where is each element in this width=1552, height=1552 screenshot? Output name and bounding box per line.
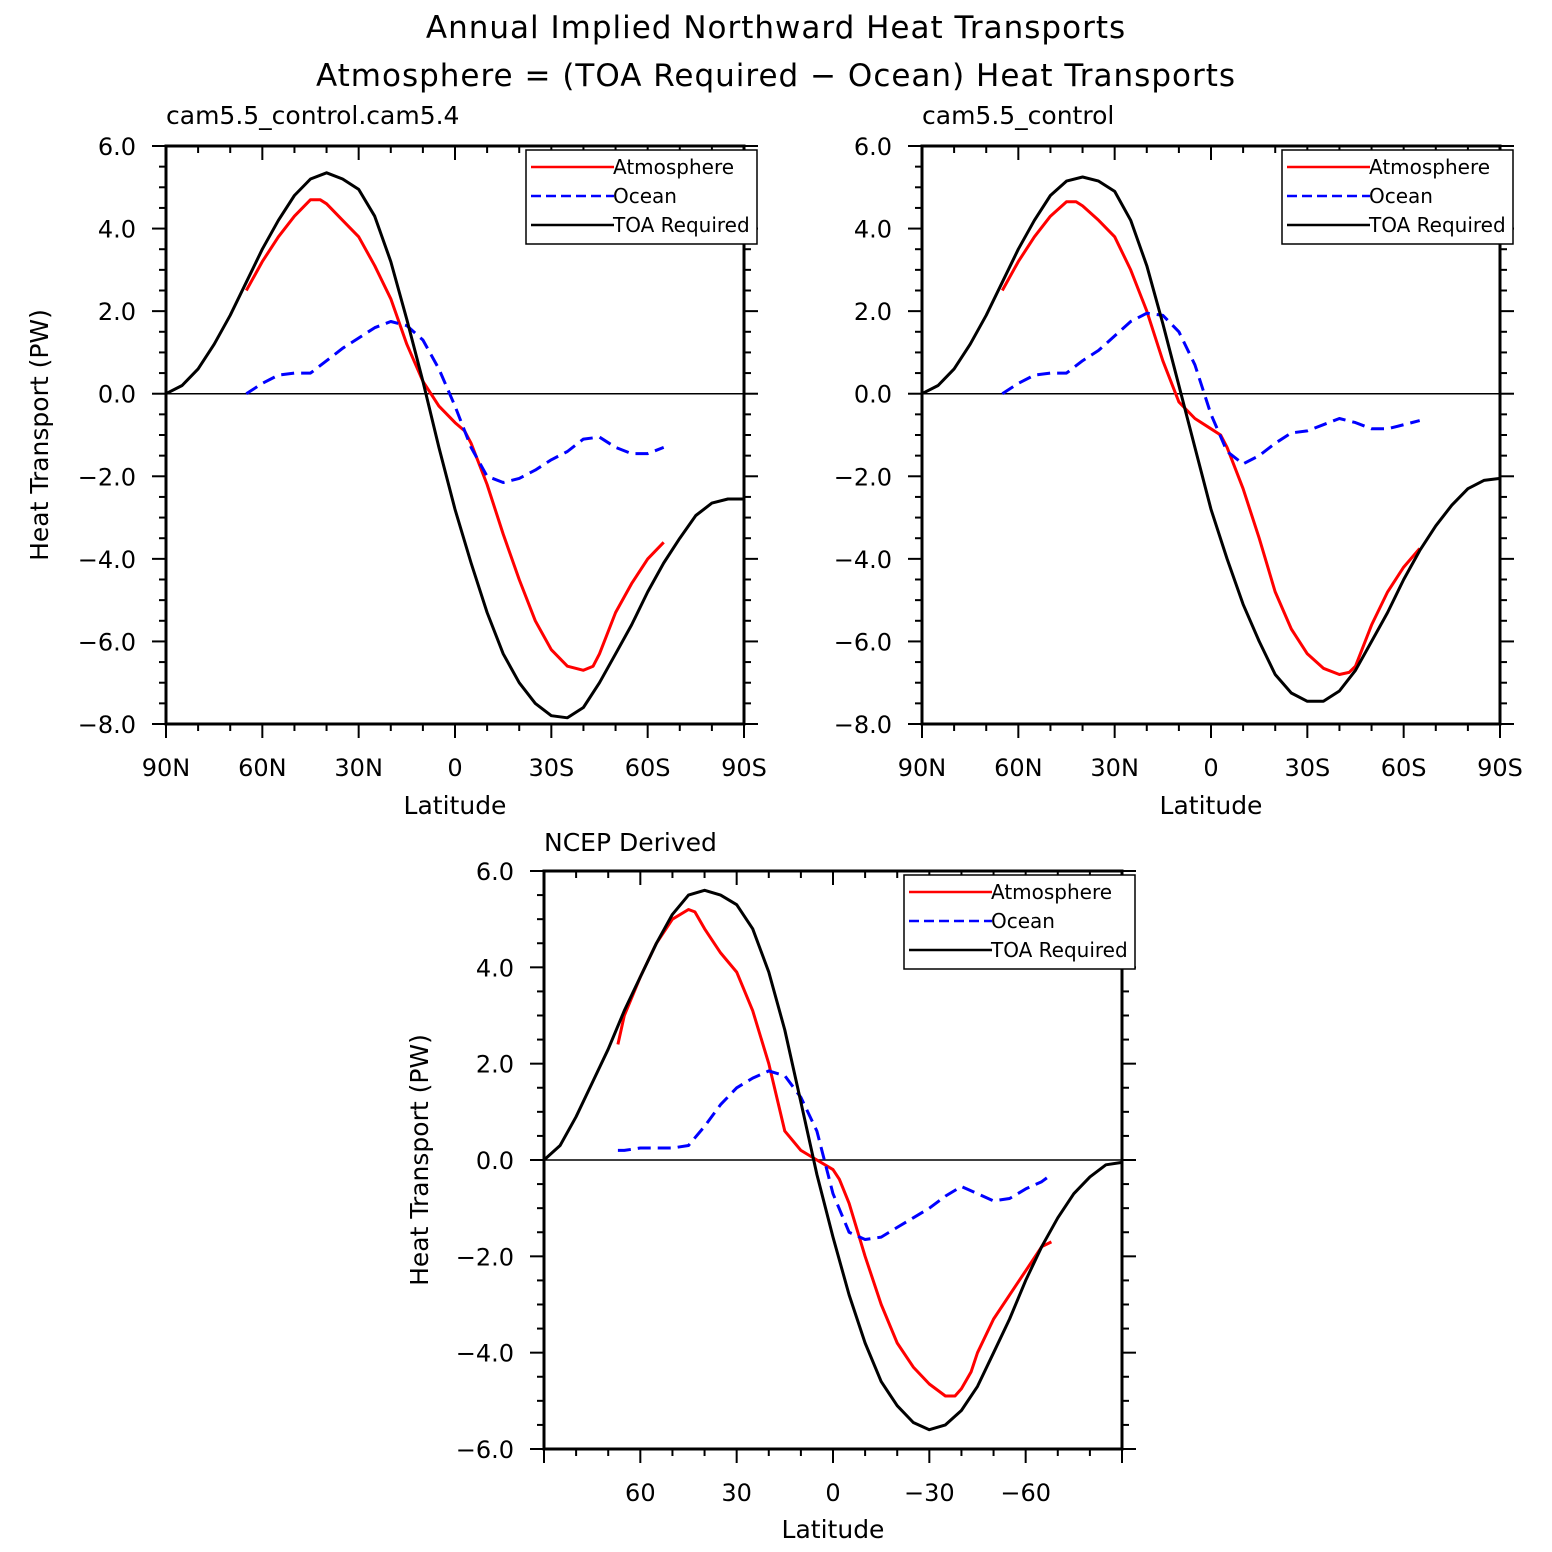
chart-panel-ncep-derived: NCEP Derived 6.0 4.0 2.0 0.0 −2.0 −4.0 −6.0 60… [405,828,1136,1544]
y-tick-label: −6.0 [834,628,892,656]
y-tick-label: 4.0 [854,216,892,244]
x-tick-label: 60N [994,754,1043,782]
y-tick-label: 0.0 [98,381,136,409]
legend-label-atmosphere: Atmosphere [613,155,734,179]
legend-label-ocean: Ocean [1369,184,1433,208]
series-line-atmosphere [1000,200,1421,676]
y-tick-label: 2.0 [98,298,136,326]
y-tick-label: −4.0 [834,546,892,574]
panel-title: cam5.5_control.cam5.4 [166,101,459,130]
y-axis-label: Heat Transport (PW) [405,1034,434,1286]
series-lines [542,888,1123,1432]
y-tick-labels: 6.0 4.0 2.0 0.0 −2.0 −4.0 −6.0 [456,858,514,1464]
x-tick-label: 30S [1284,754,1330,782]
x-tick-label: 30N [1090,754,1139,782]
figure-subtitle: Atmosphere = (TOA Required − Ocean) Heat… [316,58,1236,94]
x-axis-label: Latitude [1160,791,1263,820]
x-axis-label: Latitude [782,1515,885,1544]
y-tick-label: −2.0 [78,463,136,491]
chart-panel-cam5.5-control: cam5.5_control 6.0 4.0 2.0 0.0 −2.0 −4.0 −6.0 −… [834,101,1523,820]
y-tick-labels: 6.0 4.0 2.0 0.0 −2.0 −4.0 −6.0 −8.0 [78,133,136,739]
legend-label-atmosphere: Atmosphere [991,880,1112,904]
series-lines [165,171,744,720]
x-axis-label: Latitude [404,791,507,820]
y-tick-label: 4.0 [98,216,136,244]
y-tick-label: 6.0 [854,133,892,161]
x-tick-label: 30S [528,754,574,782]
y-tick-label: −2.0 [456,1243,514,1271]
chart-panel-cam5.5-control-cam5.4: cam5.5_control.cam5.4 6.0 4.0 2.0 0.0 −2.0 −4… [25,101,767,820]
panel-title: cam5.5_control [922,101,1114,130]
series-line-ocean [1001,311,1421,466]
x-tick-label: 60S [1381,754,1427,782]
y-tick-label: 4.0 [476,954,514,982]
x-tick-labels: 90N 60N 30N 0 30S 60S 90S [142,754,767,782]
series-line-atmosphere [616,908,1053,1398]
x-tick-label: 60S [625,754,671,782]
x-tick-labels: 60 30 0 −30 −60 [625,1479,1051,1507]
x-tick-label: −60 [1000,1479,1051,1507]
legend-label-atmosphere: Atmosphere [1369,155,1490,179]
y-tick-label: −8.0 [834,711,892,739]
y-tick-label: −6.0 [456,1436,514,1464]
y-tick-labels: 6.0 4.0 2.0 0.0 −2.0 −4.0 −6.0 −8.0 [834,133,892,739]
y-axis-label: Heat Transport (PW) [25,309,54,561]
series-lines [921,175,1501,703]
y-tick-label: 6.0 [98,133,136,161]
y-tick-label: 0.0 [476,1147,514,1175]
x-tick-label: 30N [334,754,383,782]
legend: Atmosphere Ocean TOA Required [903,874,1136,970]
x-tick-label: 0 [447,754,462,782]
series-line-atmosphere [244,198,665,672]
y-tick-label: −4.0 [456,1340,514,1368]
x-tick-labels: 90N 60N 30N 0 30S 60S 90S [898,754,1523,782]
y-tick-label: −6.0 [78,628,136,656]
legend-label-ocean: Ocean [991,909,1055,933]
series-line-toa-required [542,888,1123,1432]
x-tick-label: 60 [625,1479,656,1507]
legend-label-toa-required: TOA Required [990,938,1128,962]
x-tick-label: 90S [721,754,767,782]
y-tick-label: 0.0 [854,381,892,409]
y-tick-label: 2.0 [476,1051,514,1079]
y-tick-label: −8.0 [78,711,136,739]
x-tick-label: 0 [825,1479,840,1507]
legend: Atmosphere Ocean TOA Required [1281,149,1514,245]
y-tick-label: 6.0 [476,858,514,886]
legend-label-toa-required: TOA Required [612,213,750,237]
x-tick-label: 60N [238,754,287,782]
y-tick-label: −4.0 [78,546,136,574]
x-tick-label: 30 [721,1479,752,1507]
panel-title: NCEP Derived [544,828,717,857]
series-line-ocean [617,1069,1053,1241]
legend-label-toa-required: TOA Required [1368,213,1506,237]
series-line-toa-required [165,171,744,720]
x-tick-label: 0 [1203,754,1218,782]
legend-label-ocean: Ocean [613,184,677,208]
legend: Atmosphere Ocean TOA Required [525,149,758,245]
series-line-ocean [245,320,665,484]
series-line-toa-required [921,175,1501,703]
x-tick-label: 90S [1477,754,1523,782]
x-tick-label: 90N [142,754,191,782]
x-tick-label: 90N [898,754,947,782]
figure-title: Annual Implied Northward Heat Transports [426,10,1126,46]
y-tick-label: 2.0 [854,298,892,326]
x-tick-label: −30 [904,1479,955,1507]
y-tick-label: −2.0 [834,463,892,491]
